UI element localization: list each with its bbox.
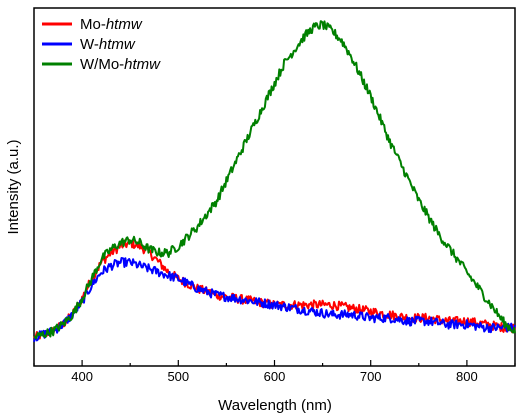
x-tick-label: 800 xyxy=(456,369,478,384)
x-tick-label: 500 xyxy=(167,369,189,384)
x-tick-label: 400 xyxy=(71,369,93,384)
y-axis-title: Intensity (a.u.) xyxy=(5,139,22,234)
x-tick-label: 600 xyxy=(264,369,286,384)
legend: Mo-htmw W-htmw W/Mo-htmw xyxy=(42,16,161,73)
series-line-3 xyxy=(33,20,516,340)
series-line-2 xyxy=(33,257,516,343)
legend-label: W/Mo-htmw xyxy=(80,56,161,73)
legend-label: Mo-htmw xyxy=(80,16,143,33)
series-line-1 xyxy=(33,239,516,340)
series-group xyxy=(33,20,516,343)
legend-label: W-htmw xyxy=(80,36,136,53)
x-axis-title: Wavelength (nm) xyxy=(218,397,332,414)
x-ticks: 400 500 600 700 800 xyxy=(33,360,516,384)
x-tick-label: 700 xyxy=(360,369,382,384)
